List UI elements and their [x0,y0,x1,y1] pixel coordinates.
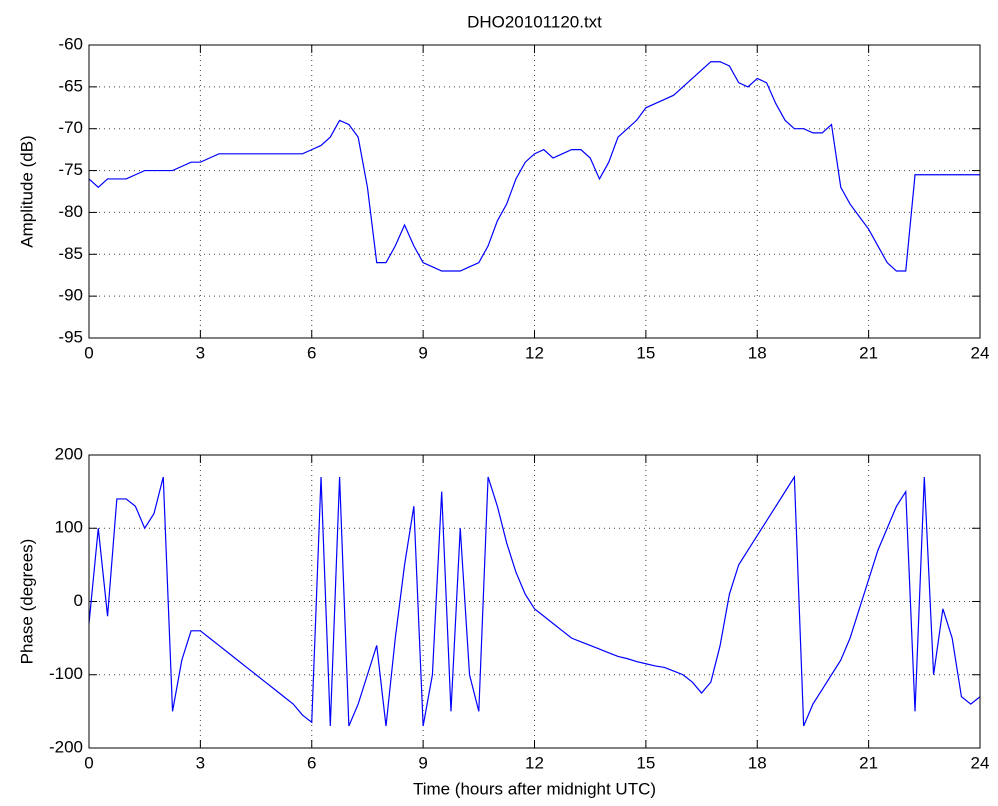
axes-frame [88,454,981,749]
y-axis-label: Amplitude (dB) [17,135,36,247]
y-tick-label: -95 [58,327,83,346]
x-tick-label: 3 [196,343,205,362]
data-line [88,475,981,727]
axes-frame [88,44,981,339]
y-tick-label: -70 [58,118,83,137]
y-tick-label: -200 [49,737,83,756]
x-tick-label: 9 [418,753,427,772]
y-tick-label: 100 [55,518,83,537]
x-tick-label: 3 [196,753,205,772]
y-tick-label: -65 [58,76,83,95]
y-tick-label: 200 [55,444,83,463]
x-tick-label: 0 [84,343,93,362]
y-tick-label: -100 [49,664,83,683]
plot-area [89,45,980,338]
x-tick-label: 12 [525,343,544,362]
y-tick-label: -85 [58,244,83,263]
x-tick-label: 18 [748,343,767,362]
x-tick-label: 21 [859,343,878,362]
x-axis-label: Time (hours after midnight UTC) [413,779,656,798]
x-tick-label: 21 [859,753,878,772]
x-tick-label: 15 [636,753,655,772]
y-tick-label: -80 [58,202,83,221]
y-axis-label: Phase (degrees) [17,539,36,665]
chart-title: DHO20101120.txt [467,12,602,31]
x-tick-label: 6 [307,343,316,362]
x-tick-label: 12 [525,753,544,772]
x-tick-label: 24 [971,753,990,772]
x-tick-label: 0 [84,753,93,772]
x-tick-label: 15 [636,343,655,362]
y-tick-label: -60 [58,34,83,53]
x-tick-label: 6 [307,753,316,772]
y-tick-label: -90 [58,286,83,305]
y-tick-label: -75 [58,160,83,179]
x-tick-label: 9 [418,343,427,362]
x-tick-label: 18 [748,753,767,772]
x-tick-label: 24 [971,343,990,362]
data-line [88,61,980,272]
y-tick-label: 0 [74,591,83,610]
